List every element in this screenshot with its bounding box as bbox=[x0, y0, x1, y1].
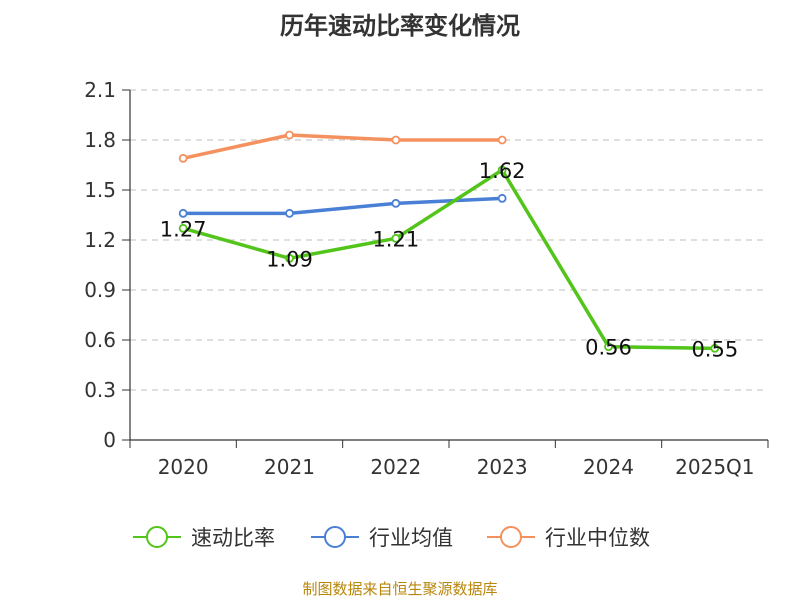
series-point bbox=[710, 343, 720, 353]
series-point bbox=[391, 233, 401, 243]
axis-layer: 0 0.3 0.6 0.9 1.2 1.5 1.8 2.1 2020 2021 2022 2023 20… bbox=[84, 78, 769, 479]
x-tick-label: 2024 bbox=[583, 455, 634, 479]
data-label: 0.56 bbox=[585, 336, 632, 360]
y-tick-label: 1.2 bbox=[84, 228, 116, 252]
series-point bbox=[285, 253, 294, 263]
data-source: 制图数据来自恒生聚源数据库 bbox=[302, 580, 498, 598]
series-point bbox=[497, 165, 507, 175]
series-line bbox=[182, 133, 503, 161]
chart-title: 历年速动比率变化情况 bbox=[280, 12, 520, 40]
series-point bbox=[285, 208, 294, 218]
y-tick-label: 2.1 bbox=[84, 78, 116, 102]
x-tick-label: 2021 bbox=[264, 455, 315, 479]
data-label: 1.09 bbox=[266, 247, 313, 271]
legend-marker bbox=[146, 526, 168, 548]
data-label: 0.55 bbox=[691, 337, 738, 361]
series-layer bbox=[178, 130, 720, 353]
series-point bbox=[178, 223, 188, 233]
legend-label: 行业中位数 bbox=[545, 526, 650, 550]
legend-marker bbox=[324, 526, 346, 548]
data-label: 1.27 bbox=[160, 217, 207, 241]
series-line bbox=[182, 168, 715, 351]
series-point bbox=[178, 153, 188, 163]
legend-marker bbox=[500, 526, 522, 548]
series-line bbox=[183, 196, 503, 216]
y-tick-label: 1.8 bbox=[84, 128, 116, 152]
data-label: 1.21 bbox=[372, 227, 419, 251]
x-tick-label: 2025Q1 bbox=[675, 455, 754, 479]
series-point bbox=[604, 342, 613, 352]
x-tick-label: 2023 bbox=[477, 455, 528, 479]
x-tick-label: 2022 bbox=[370, 455, 421, 479]
series-point bbox=[497, 135, 507, 145]
series-point bbox=[391, 198, 401, 208]
data-label-layer: 1.27 1.09 1.21 1.62 0.56 0.55 bbox=[160, 159, 738, 361]
series-point bbox=[285, 130, 294, 140]
y-tick-label: 0 bbox=[103, 428, 116, 452]
series-point bbox=[497, 193, 507, 203]
legend-label: 速动比率 bbox=[191, 526, 275, 550]
y-tick-label: 0.9 bbox=[84, 278, 116, 302]
series-point bbox=[391, 135, 401, 145]
y-tick-label: 1.5 bbox=[84, 178, 116, 202]
legend-label: 行业均值 bbox=[369, 526, 453, 550]
x-tick-label: 2020 bbox=[158, 455, 209, 479]
y-tick-label: 0.3 bbox=[84, 378, 116, 402]
y-tick-label: 0.6 bbox=[84, 328, 116, 352]
series-point bbox=[178, 208, 188, 218]
data-label: 1.62 bbox=[479, 159, 526, 183]
legend: 速动比率 行业均值 行业中位数 bbox=[133, 526, 650, 550]
